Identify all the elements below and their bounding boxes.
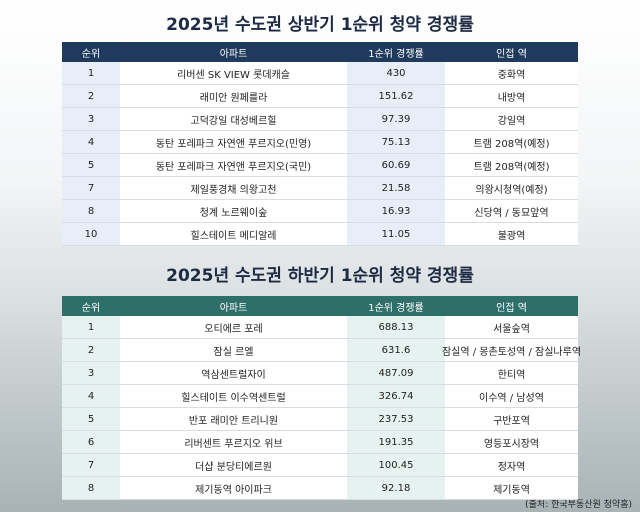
cell: 11.05 xyxy=(347,223,445,245)
cell: 중화역 xyxy=(497,69,526,81)
cell: 오티에르 포레 xyxy=(204,323,263,335)
cell: 힐스테이트 이수역센트럴 xyxy=(181,392,286,404)
cell: 487.09 xyxy=(347,362,445,384)
cell: 트램 208역(예정) xyxy=(473,161,550,173)
cell: 6 xyxy=(62,431,120,453)
table-row: 5 반포 래미안 트리니원 237.53 구반포역 xyxy=(62,408,578,431)
header-row: 순위 아파트 1순위 경쟁률 인접 역 xyxy=(62,42,578,62)
cell: 8 xyxy=(62,200,120,222)
cell: 7 xyxy=(62,454,120,476)
cell: 동탄 포레파크 자연앤 푸르지오(국민) xyxy=(155,161,312,173)
table-row: 4 동탄 포레파크 자연앤 푸르지오(민영) 75.13 트램 208역(예정) xyxy=(62,131,578,154)
cell: 영등포시장역 xyxy=(483,438,540,450)
cell: 92.18 xyxy=(347,477,445,499)
cell: 3 xyxy=(62,108,120,130)
cell: 430 xyxy=(347,62,445,84)
cell: 75.13 xyxy=(347,131,445,153)
table-row: 3 역삼센트럴자이 487.09 한티역 xyxy=(62,362,578,385)
cell: 10 xyxy=(62,223,120,245)
header-cell: 순위 xyxy=(81,48,101,60)
cell: 잠실 르엘 xyxy=(213,346,254,358)
cell: 2 xyxy=(62,339,120,361)
cell: 제기동역 아이파크 xyxy=(195,484,272,496)
cell: 제일풍경채 의왕고천 xyxy=(190,184,277,196)
table-row: 2 잠실 르엘 631.6 잠실역 / 몽촌토성역 / 잠실나루역 xyxy=(62,339,582,362)
header-cell: 인접 역 xyxy=(496,302,527,314)
cell: 래미안 원페를라 xyxy=(199,92,268,104)
cell: 7 xyxy=(62,177,120,199)
cell: 트램 208역(예정) xyxy=(473,138,550,150)
table-row: 1 오티에르 포레 688.13 서울숲역 xyxy=(62,316,578,339)
table-title: 2025년 수도권 하반기 1순위 청약 경쟁률 xyxy=(166,266,474,286)
table-row: 4 힐스테이트 이수역센트럴 326.74 이수역 / 남성역 xyxy=(62,385,578,408)
header-cell: 1순위 경쟁률 xyxy=(368,48,424,60)
cell: 97.39 xyxy=(347,108,445,130)
table: 순위 아파트 1순위 경쟁률 인접 역 1 오티에르 포레 688.13 서울숲역 2 잠실 르엘… xyxy=(62,296,582,500)
cell: 힐스테이트 메디알레 xyxy=(190,230,277,242)
cell: 1 xyxy=(62,62,120,84)
table-row: 5 동탄 포레파크 자연앤 푸르지오(국민) 60.69 트램 208역(예정) xyxy=(62,154,578,177)
cell: 구반포역 xyxy=(493,415,530,427)
cell: 정자역 xyxy=(497,461,526,473)
cell: 631.6 xyxy=(347,339,445,361)
cell: 4 xyxy=(62,385,120,407)
cell: 237.53 xyxy=(347,408,445,430)
cell: 5 xyxy=(62,408,120,430)
cell: 이수역 / 남성역 xyxy=(479,392,544,404)
table-row: 6 리버센트 푸르지오 위브 191.35 영등포시장역 xyxy=(62,431,578,454)
cell: 의왕시청역(예정) xyxy=(475,184,548,196)
cell: 내방역 xyxy=(497,92,526,104)
header-cell: 인접 역 xyxy=(496,48,527,60)
table-row: 7 제일풍경채 의왕고천 21.58 의왕시청역(예정) xyxy=(62,177,578,200)
table: 순위 아파트 1순위 경쟁률 인접 역 1 리버센 SK VIEW 롯데캐슬 430 중화역 2… xyxy=(62,42,578,246)
table-row: 2 래미안 원페를라 151.62 내방역 xyxy=(62,85,578,108)
cell: 더샵 분당티에르원 xyxy=(195,461,272,473)
cell: 191.35 xyxy=(347,431,445,453)
cell: 불광역 xyxy=(497,230,526,242)
header-cell: 아파트 xyxy=(219,302,248,314)
header-cell: 1순위 경쟁률 xyxy=(368,302,424,314)
table-row: 10 힐스테이트 메디알레 11.05 불광역 xyxy=(62,223,578,246)
cell: 21.58 xyxy=(347,177,445,199)
cell: 326.74 xyxy=(347,385,445,407)
cell: 고덕강일 대성베르힐 xyxy=(190,115,277,127)
cell: 리버센 SK VIEW 롯데캐슬 xyxy=(177,69,290,81)
table-row: 7 더샵 분당티에르원 100.45 정자역 xyxy=(62,454,578,477)
cell: 리버센트 푸르지오 위브 xyxy=(184,438,283,450)
table-row: 8 제기동역 아이파크 92.18 제기동역 xyxy=(62,477,578,500)
table-row: 3 고덕강일 대성베르힐 97.39 강일역 xyxy=(62,108,578,131)
header-cell: 순위 xyxy=(81,302,101,314)
cell: 8 xyxy=(62,477,120,499)
cell: 반포 래미안 트리니원 xyxy=(188,415,279,427)
cell: 역삼센트럴자이 xyxy=(201,369,266,381)
cell: 동탄 포레파크 자연앤 푸르지오(민영) xyxy=(155,138,312,150)
source: (출처: 한국부동산원 청약홈) xyxy=(525,500,632,510)
table-title: 2025년 수도권 상반기 1순위 청약 경쟁률 xyxy=(166,15,474,35)
cell: 신당역 / 동묘앞역 xyxy=(474,207,549,219)
cell: 강일역 xyxy=(497,115,526,127)
cell: 서울숲역 xyxy=(493,323,530,335)
cell: 3 xyxy=(62,362,120,384)
cell: 4 xyxy=(62,131,120,153)
cell: 5 xyxy=(62,154,120,176)
cell: 2 xyxy=(62,85,120,107)
cell: 청계 노르웨이숲 xyxy=(199,207,268,219)
table-row: 8 청계 노르웨이숲 16.93 신당역 / 동묘앞역 xyxy=(62,200,578,223)
cell: 제기동역 xyxy=(493,484,530,496)
cell: 잠실역 / 몽촌토성역 / 잠실나루역 xyxy=(441,346,582,358)
cell: 한티역 xyxy=(497,369,526,381)
cell: 1 xyxy=(62,316,120,338)
cell: 100.45 xyxy=(347,454,445,476)
header-cell: 아파트 xyxy=(219,48,248,60)
cell: 60.69 xyxy=(347,154,445,176)
cell: 151.62 xyxy=(347,85,445,107)
cell: 16.93 xyxy=(347,200,445,222)
table-row: 1 리버센 SK VIEW 롯데캐슬 430 중화역 xyxy=(62,62,578,85)
header-row: 순위 아파트 1순위 경쟁률 인접 역 xyxy=(62,296,578,316)
cell: 688.13 xyxy=(347,316,445,338)
